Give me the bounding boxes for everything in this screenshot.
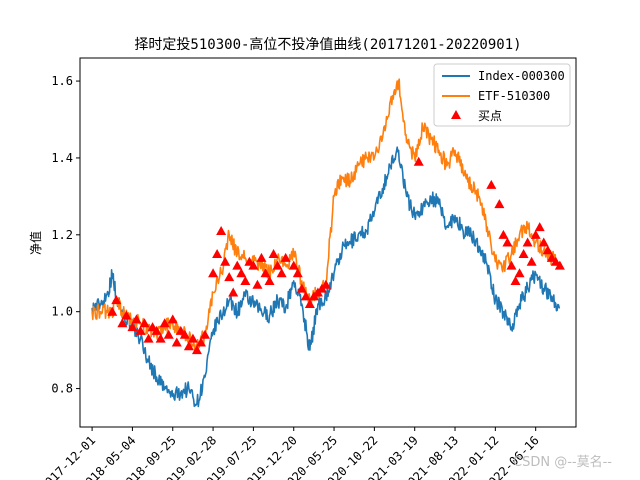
buy-point <box>187 333 198 343</box>
buy-point <box>502 237 513 247</box>
buy-markers <box>107 156 565 355</box>
buy-point <box>248 260 259 270</box>
legend: Index-000300 ETF-510300 买点 <box>433 63 571 127</box>
plot-area <box>79 57 577 428</box>
buy-point <box>135 325 146 335</box>
watermark: CSDN @--莫名-- <box>513 454 612 470</box>
y-tick-label: 1.0 <box>51 305 73 319</box>
buy-point <box>264 275 275 285</box>
buy-point <box>518 249 529 259</box>
buy-point <box>413 156 424 166</box>
buy-point <box>292 268 303 278</box>
buy-point <box>117 318 128 328</box>
legend-box <box>433 63 571 127</box>
buy-point <box>195 337 206 347</box>
buy-point <box>300 291 311 301</box>
series-layer <box>91 78 561 408</box>
buy-point <box>224 272 235 282</box>
buy-point <box>506 260 517 270</box>
legend-label-index: Index-000300 <box>478 69 565 83</box>
buy-point <box>131 314 142 324</box>
buy-point <box>228 287 239 297</box>
buy-point <box>151 325 162 335</box>
buy-point <box>296 283 307 293</box>
buy-point <box>212 249 223 259</box>
buy-point <box>200 329 211 339</box>
buy-point <box>208 268 219 278</box>
y-tick-label: 0.8 <box>51 382 73 396</box>
buy-point <box>107 306 118 316</box>
y-tick-label: 1.2 <box>51 228 73 242</box>
buy-point <box>288 260 299 270</box>
buy-point <box>304 299 315 308</box>
y-tick-label: 1.4 <box>51 151 73 165</box>
buy-point <box>542 245 553 255</box>
buy-point <box>216 225 227 235</box>
buy-point <box>510 275 521 285</box>
buy-point <box>139 318 150 328</box>
buy-point <box>127 322 138 332</box>
buy-point <box>554 260 565 270</box>
buy-point <box>538 237 549 247</box>
buy-point <box>232 260 243 270</box>
buy-point <box>256 252 267 262</box>
buy-point <box>494 199 505 209</box>
x-axis: 2017-12-012018-05-042018-09-252019-02-28… <box>37 427 542 480</box>
y-tick-label: 1.6 <box>51 74 73 88</box>
buy-point <box>522 237 533 247</box>
buy-point <box>272 260 283 270</box>
buy-point <box>159 318 170 328</box>
buy-point <box>163 329 174 339</box>
buy-point <box>240 275 251 285</box>
buy-point <box>183 341 194 351</box>
buy-point <box>534 222 545 232</box>
buy-point <box>252 279 263 289</box>
buy-point <box>111 295 122 305</box>
legend-marker-buy <box>451 110 461 119</box>
buy-point <box>179 329 190 339</box>
buy-point <box>155 333 166 343</box>
buy-point <box>280 252 291 262</box>
buy-point <box>276 268 287 278</box>
buy-point <box>526 256 537 266</box>
y-axis: 0.8 1.0 1.2 1.4 1.6 <box>51 74 80 396</box>
buy-point <box>486 179 497 189</box>
buy-point <box>143 333 154 343</box>
buy-point <box>191 345 202 355</box>
y-axis-label: 净值 <box>28 231 43 255</box>
buy-point <box>268 249 279 259</box>
buy-point <box>220 256 231 266</box>
buy-point <box>167 314 178 324</box>
buy-point <box>121 310 132 320</box>
buy-point <box>498 229 509 239</box>
buy-point <box>236 268 247 278</box>
buy-point <box>260 268 271 278</box>
legend-label-buy: 买点 <box>478 109 502 123</box>
buy-point <box>171 337 182 347</box>
buy-point <box>514 268 525 278</box>
legend-label-etf: ETF-510300 <box>478 89 550 103</box>
chart-title: 择时定投510300-高位不投净值曲线(20171201-20220901) <box>134 36 521 53</box>
buy-point <box>530 229 541 239</box>
series-line-index <box>91 146 561 408</box>
buy-point <box>320 279 331 289</box>
